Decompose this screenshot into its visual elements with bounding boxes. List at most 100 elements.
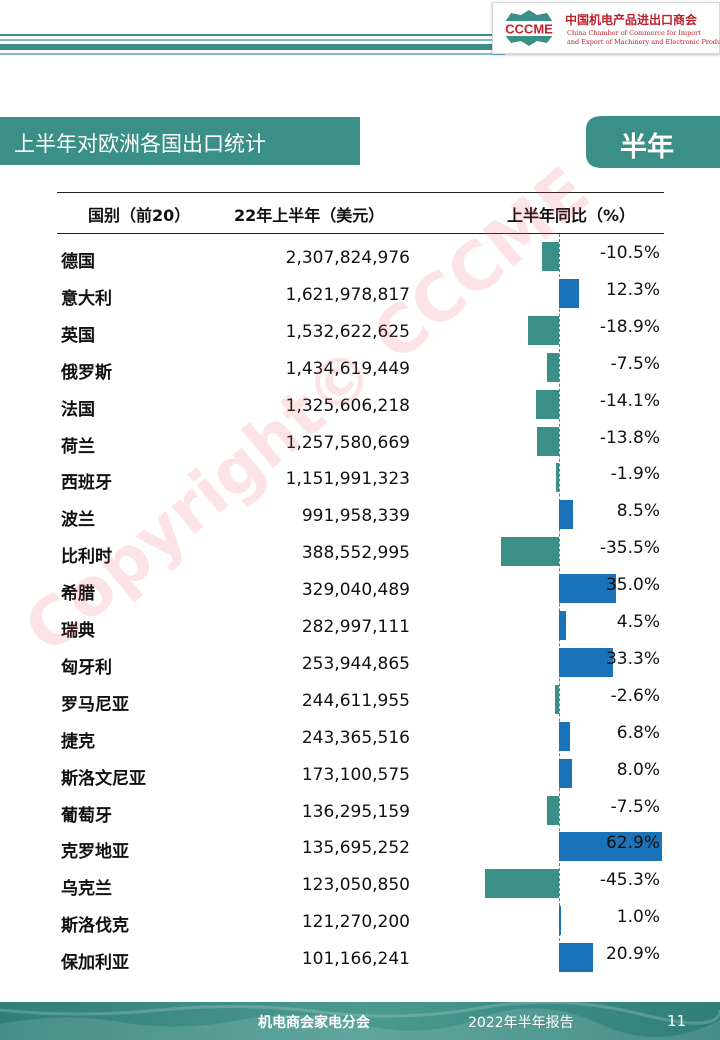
yoy-percent: -13.8% <box>599 427 660 448</box>
org-name-cn: 中国机电产品进出口商会 <box>565 13 698 27</box>
export-value: 253,944,865 <box>301 653 410 674</box>
yoy-bar <box>536 426 559 456</box>
yoy-bar <box>559 278 580 308</box>
table-row: 英国 1,532,622,625 -18.9% <box>0 312 720 349</box>
yoy-percent: -45.3% <box>599 870 660 891</box>
table-row: 德国 2,307,824,976 -10.5% <box>0 238 720 275</box>
table-row: 法国 1,325,606,218 -14.1% <box>0 386 720 423</box>
table-row: 意大利 1,621,978,817 12.3% <box>0 275 720 312</box>
yoy-bar <box>554 684 559 714</box>
export-value: 1,257,580,669 <box>285 432 410 453</box>
yoy-bar <box>536 389 559 419</box>
footer-texture <box>0 1002 720 1040</box>
export-value: 1,532,622,625 <box>285 321 410 342</box>
export-value: 136,295,159 <box>301 801 410 822</box>
country-name: 波兰 <box>61 510 95 531</box>
org-name-en-line1: China Chamber of Commerce for Import <box>567 29 701 37</box>
yoy-bar <box>559 500 573 530</box>
yoy-percent: -18.9% <box>599 316 660 337</box>
table-row: 波兰 991,958,339 8.5% <box>0 496 720 533</box>
yoy-bar <box>485 869 559 899</box>
yoy-percent: 62.9% <box>605 833 660 854</box>
country-name: 英国 <box>61 325 95 346</box>
export-value: 101,166,241 <box>301 949 410 970</box>
export-value: 123,050,850 <box>301 875 410 896</box>
country-name: 克罗地亚 <box>61 842 129 863</box>
table-row: 荷兰 1,257,580,669 -13.8% <box>0 423 720 460</box>
table-row: 克罗地亚 135,695,252 62.9% <box>0 828 720 865</box>
country-name: 葡萄牙 <box>61 805 112 826</box>
yoy-bar <box>501 537 559 567</box>
table-top-rule <box>57 192 664 193</box>
yoy-bar <box>528 315 559 345</box>
export-value: 1,151,991,323 <box>285 469 410 490</box>
export-value: 329,040,489 <box>301 580 410 601</box>
export-value: 1,434,619,449 <box>285 358 410 379</box>
country-name: 罗马尼亚 <box>61 694 129 715</box>
export-value: 243,365,516 <box>301 727 410 748</box>
country-name: 比利时 <box>61 547 112 568</box>
yoy-percent: 4.5% <box>616 612 660 632</box>
half-year-tag-label: 半年 <box>620 132 674 163</box>
yoy-bar <box>559 647 614 677</box>
export-value: 244,611,955 <box>301 690 410 711</box>
country-name: 乌克兰 <box>61 879 112 900</box>
yoy-percent: -10.5% <box>599 243 660 263</box>
country-name: 俄罗斯 <box>61 362 112 383</box>
footer-report: 2022年半年报告 <box>468 1015 574 1031</box>
yoy-bar <box>546 795 559 825</box>
yoy-bar <box>559 611 567 640</box>
cccme-emblem-icon: CCCME <box>502 10 556 46</box>
yoy-percent: 35.0% <box>605 575 660 596</box>
country-name: 匈牙利 <box>61 657 112 678</box>
country-name: 瑞典 <box>61 621 95 641</box>
table-row: 保加利亚 101,166,241 20.9% <box>0 939 720 976</box>
yoy-percent: 1.0% <box>616 907 660 928</box>
table-row: 匈牙利 253,944,865 33.3% <box>0 644 720 681</box>
table-row: 瑞典 282,997,111 4.5% <box>0 607 720 644</box>
yoy-percent: -35.5% <box>599 538 660 559</box>
country-name: 希腊 <box>61 584 95 605</box>
table-row: 捷克 243,365,516 6.8% <box>0 718 720 755</box>
footer-org: 机电商会家电分会 <box>258 1015 370 1031</box>
table-row: 斯洛文尼亚 173,100,575 8.0% <box>0 755 720 792</box>
country-name: 捷克 <box>61 731 95 752</box>
country-name: 意大利 <box>61 288 112 309</box>
yoy-percent: -1.9% <box>610 464 660 485</box>
table-row: 罗马尼亚 244,611,955 -2.6% <box>0 681 720 718</box>
yoy-percent: 8.0% <box>616 759 660 780</box>
header-decor-lines <box>0 34 505 56</box>
yoy-percent: 20.9% <box>605 944 660 965</box>
section-title: 上半年对欧洲各国出口统计 <box>14 132 266 156</box>
export-value: 2,307,824,976 <box>285 248 410 268</box>
column-header-value: 22年上半年（美元） <box>234 206 385 225</box>
yoy-bar <box>541 242 559 271</box>
yoy-bar <box>546 352 559 382</box>
yoy-bar <box>559 721 571 751</box>
table-row: 希腊 329,040,489 35.0% <box>0 570 720 607</box>
half-year-tag: 半年 <box>586 116 720 168</box>
export-value: 121,270,200 <box>301 912 410 933</box>
page-number: 11 <box>667 1012 687 1030</box>
country-name: 荷兰 <box>61 436 95 457</box>
country-name: 西班牙 <box>61 473 112 494</box>
export-value: 1,621,978,817 <box>285 284 410 305</box>
country-name: 法国 <box>61 399 95 420</box>
yoy-percent: -7.5% <box>610 796 660 817</box>
table-row: 俄罗斯 1,434,619,449 -7.5% <box>0 349 720 386</box>
export-value: 282,997,111 <box>301 617 410 637</box>
yoy-percent: -14.1% <box>599 390 660 411</box>
column-header-yoy: 上半年同比（%） <box>507 206 636 225</box>
column-header-country: 国别（前20） <box>88 206 191 225</box>
yoy-bar <box>559 758 573 788</box>
table-row: 西班牙 1,151,991,323 -1.9% <box>0 459 720 496</box>
tag-shape <box>586 116 720 168</box>
yoy-percent: 12.3% <box>605 279 660 300</box>
yoy-percent: -2.6% <box>610 685 660 706</box>
country-name: 斯洛伐克 <box>61 916 129 937</box>
country-name: 斯洛文尼亚 <box>61 768 146 789</box>
export-value: 135,695,252 <box>301 838 410 859</box>
yoy-bar <box>559 832 662 862</box>
org-name-en-line2: and Export of Machinery and Electronic P… <box>567 38 720 46</box>
page-footer: 机电商会家电分会 2022年半年报告 11 <box>0 1002 720 1040</box>
